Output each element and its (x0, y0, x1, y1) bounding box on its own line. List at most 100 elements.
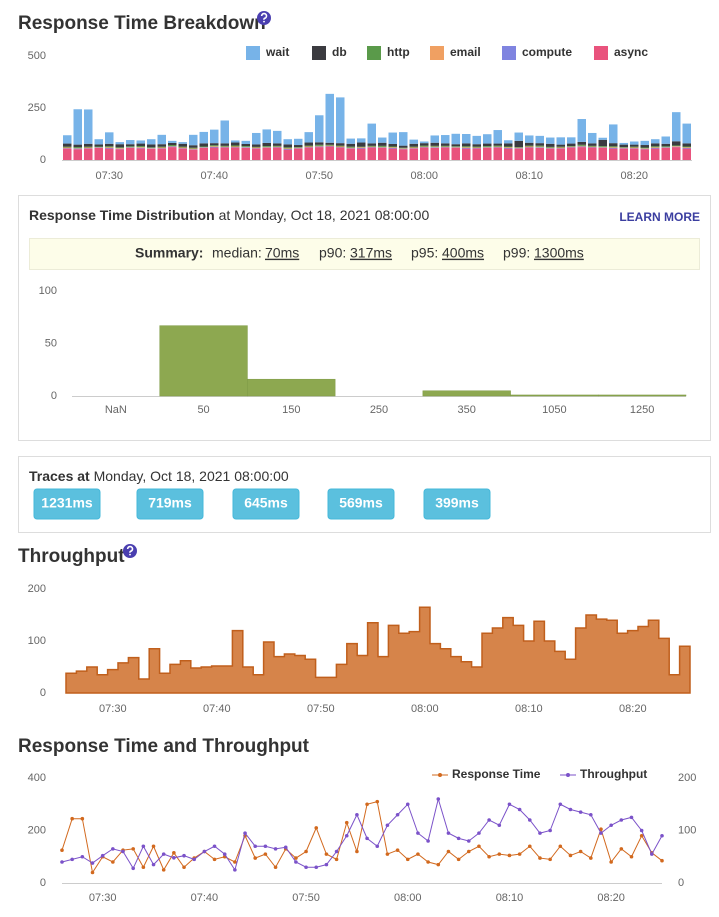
trace-button-label[interactable]: 645ms (244, 495, 288, 511)
series-point (416, 852, 420, 856)
bar-segment (115, 144, 124, 148)
series-point (304, 849, 308, 854)
y-tick-label: 500 (28, 50, 46, 62)
bar-segment (682, 143, 691, 147)
x-tick-label: 08:00 (410, 170, 438, 182)
bar-segment (315, 146, 324, 148)
trace-button[interactable] (327, 488, 395, 520)
bar-segment (157, 134, 166, 145)
series-point (90, 870, 95, 875)
series-point (548, 857, 552, 862)
bar-segment (126, 147, 135, 160)
bar-segment (178, 147, 187, 149)
bar-segment (220, 120, 229, 144)
summary-name: p99: (503, 245, 530, 261)
bar-segment (346, 146, 355, 148)
bar-segment (367, 123, 376, 144)
legend-label: Response Time (452, 767, 541, 781)
bar-segment (640, 145, 649, 148)
series-point (416, 831, 420, 835)
trace-button-label[interactable]: 569ms (339, 495, 383, 511)
help-icon[interactable] (257, 11, 271, 25)
bar-segment (63, 148, 72, 160)
bar-segment (462, 148, 471, 160)
series-point (253, 844, 258, 849)
series-point (304, 865, 308, 870)
bar-segment (651, 148, 660, 160)
bar-segment (115, 148, 124, 149)
bar-segment (357, 147, 366, 148)
bar-segment (336, 97, 345, 144)
series-point (517, 852, 522, 856)
bar-segment (262, 147, 271, 160)
bar-segment (168, 146, 177, 148)
x-tick-label: 350 (458, 404, 476, 416)
chart-title: Response Time Distribution (29, 207, 215, 223)
bar-segment (420, 143, 429, 146)
bar-segment (262, 146, 271, 148)
bar-segment (472, 148, 481, 160)
histogram-bar (422, 390, 511, 397)
bar-segment (147, 148, 156, 160)
series-line (61, 801, 663, 874)
bar-segment (63, 146, 72, 148)
x-tick-label: 07:50 (305, 170, 333, 182)
bar-segment (609, 124, 618, 144)
bar-segment (168, 147, 177, 160)
bar-segment (241, 140, 250, 144)
bar-segment (420, 145, 429, 147)
trace-button[interactable] (136, 488, 204, 520)
bar-segment (514, 140, 523, 148)
bar-segment (409, 143, 418, 147)
bar-segment (357, 146, 366, 148)
x-tick-label: 08:20 (620, 170, 648, 182)
bar-segment (94, 144, 103, 147)
bar-segment (94, 147, 103, 160)
bar-segment (210, 143, 219, 146)
bar-segment (63, 135, 72, 144)
bar-segment (630, 146, 639, 148)
bar-segment (577, 147, 586, 160)
trace-button[interactable] (33, 488, 101, 520)
trace-button[interactable] (423, 488, 491, 520)
bar-segment (336, 143, 345, 146)
help-icon[interactable] (123, 544, 137, 558)
trace-button-label[interactable]: 1231ms (41, 495, 93, 511)
y-tick-label: 100 (39, 285, 57, 297)
series-point (426, 860, 430, 864)
legend-label: Throughput (580, 767, 647, 781)
series-point (436, 797, 441, 801)
series-point (263, 852, 268, 856)
series-point (456, 857, 461, 862)
bar-segment (357, 138, 366, 143)
bar-segment (661, 146, 670, 148)
series-point (487, 818, 491, 822)
series-point (629, 854, 634, 859)
bar-segment (231, 145, 240, 147)
series-point (405, 857, 410, 862)
summary-value: 317ms (350, 245, 392, 261)
x-tick-label: 08:20 (619, 703, 647, 715)
trace-button-label[interactable]: 399ms (435, 495, 479, 511)
bar-segment (430, 147, 439, 148)
bar-segment (367, 143, 376, 146)
bar-segment (136, 146, 145, 148)
bar-segment (651, 146, 660, 148)
bar-segment (367, 145, 376, 147)
bar-segment (199, 143, 208, 147)
legend-swatch (430, 46, 444, 60)
y-tick-label: 400 (28, 772, 46, 784)
trace-button[interactable] (232, 488, 300, 520)
bar-segment (346, 148, 355, 160)
series-point (334, 849, 339, 854)
bar-segment (84, 147, 93, 149)
series-point (212, 844, 217, 849)
series-point (314, 826, 319, 830)
bar-segment (651, 147, 660, 148)
learn-more-link[interactable]: LEARN MORE (619, 210, 700, 224)
bar-segment (451, 146, 460, 148)
trace-button-label[interactable]: 719ms (148, 495, 192, 511)
series-point (344, 833, 349, 838)
series-point (548, 828, 552, 833)
